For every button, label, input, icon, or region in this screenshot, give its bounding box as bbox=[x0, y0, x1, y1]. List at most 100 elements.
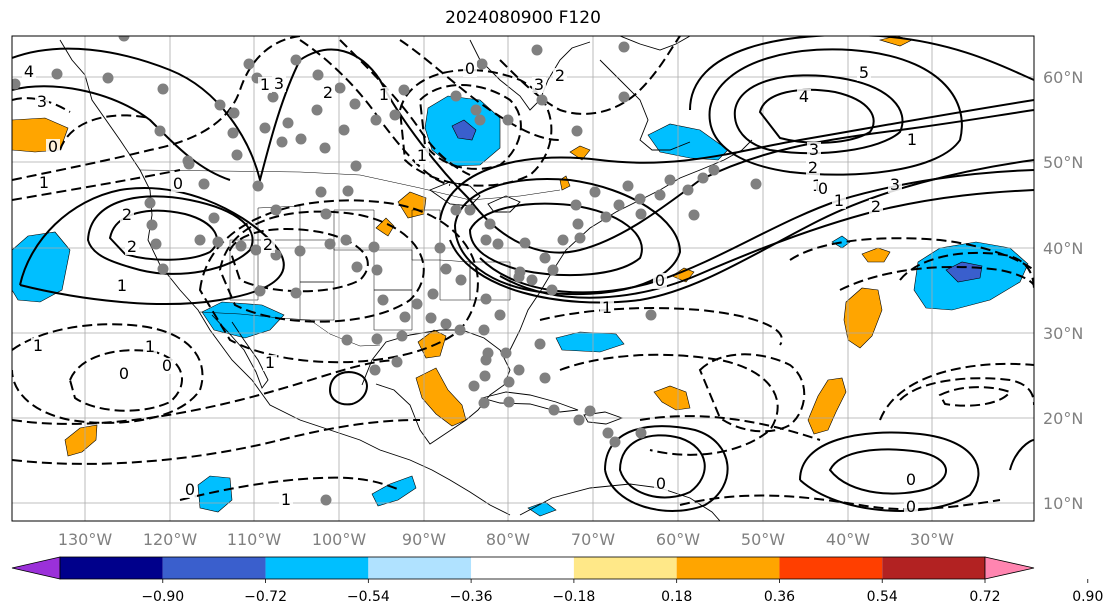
station-marker bbox=[531, 44, 543, 56]
station-marker bbox=[546, 284, 558, 296]
contour-positive bbox=[12, 47, 1034, 254]
station-marker bbox=[311, 104, 323, 116]
latitude-tick-label: 40°N bbox=[1043, 239, 1083, 258]
station-marker bbox=[503, 376, 515, 388]
contour-negative bbox=[12, 169, 181, 201]
station-marker bbox=[227, 127, 239, 139]
colorbar-segment bbox=[882, 557, 985, 579]
contour-positive bbox=[708, 48, 963, 176]
station-marker bbox=[571, 125, 583, 137]
station-marker bbox=[440, 263, 452, 275]
station-marker bbox=[102, 72, 114, 84]
station-marker bbox=[315, 186, 327, 198]
station-marker bbox=[183, 158, 195, 170]
contour-negative bbox=[679, 494, 1001, 511]
station-marker bbox=[342, 185, 354, 197]
coastline-greenland bbox=[619, 36, 691, 51]
station-marker bbox=[479, 370, 491, 382]
station-marker bbox=[349, 98, 361, 110]
station-marker bbox=[144, 197, 156, 209]
contour-negative bbox=[228, 228, 369, 293]
contour-negative bbox=[899, 377, 1034, 406]
coastline-east-north-america bbox=[509, 139, 753, 351]
contour-value-label: 2 bbox=[122, 205, 132, 224]
latitude-tick-label: 30°N bbox=[1043, 324, 1083, 343]
station-marker bbox=[539, 372, 551, 384]
contour-positive bbox=[12, 85, 231, 181]
station-marker bbox=[312, 69, 324, 81]
longitude-tick-label: 130°W bbox=[58, 530, 113, 549]
contour-negative bbox=[398, 69, 553, 187]
station-marker bbox=[118, 36, 130, 42]
contour-positive bbox=[689, 36, 1034, 111]
station-marker bbox=[513, 364, 525, 376]
colorbar-tick-label: −0.90 bbox=[141, 589, 184, 605]
shade-positive-region bbox=[64, 424, 98, 457]
longitude-tick-label: 70°W bbox=[571, 530, 615, 549]
contour-value-label: 0 bbox=[655, 271, 665, 290]
latitude-axis: 60°N 50°N 40°N 30°N 20°N 10°N bbox=[1043, 68, 1083, 513]
station-marker bbox=[492, 238, 504, 250]
longitude-tick-label: 100°W bbox=[312, 530, 367, 549]
shade-negative-region bbox=[555, 331, 625, 353]
colorbar-segment bbox=[573, 557, 677, 579]
station-marker bbox=[370, 114, 382, 126]
contour-value-label: 2 bbox=[323, 83, 333, 102]
station-marker bbox=[411, 298, 423, 310]
station-marker bbox=[398, 84, 410, 96]
colorbar-tick-labels: −0.90 −0.72 −0.54 −0.36 −0.18 0.18 0.36 0.54 0.7… bbox=[141, 579, 1103, 605]
colorbar-segment bbox=[368, 557, 472, 579]
shade-negative-region bbox=[527, 501, 557, 517]
contour-value-label: 3 bbox=[274, 74, 284, 93]
station-marker bbox=[654, 189, 666, 201]
colorbar-segment bbox=[676, 557, 780, 579]
station-marker bbox=[688, 209, 700, 221]
contour-value-label: 1 bbox=[33, 336, 43, 355]
station-marker bbox=[570, 199, 582, 211]
colorbar-segment bbox=[60, 557, 163, 579]
contour-value-label: 1 bbox=[260, 75, 270, 94]
coastline-labrador bbox=[599, 59, 691, 151]
station-marker bbox=[276, 136, 288, 148]
station-marker bbox=[474, 114, 486, 126]
contour-value-label: 1 bbox=[39, 173, 49, 192]
contour-positive bbox=[828, 448, 947, 495]
contour-negative bbox=[938, 386, 1012, 407]
station-marker bbox=[573, 414, 585, 426]
station-marker bbox=[350, 160, 362, 172]
station-marker bbox=[476, 58, 488, 70]
station-marker bbox=[396, 330, 408, 342]
longitude-tick-label: 80°W bbox=[486, 530, 530, 549]
station-marker bbox=[572, 218, 584, 230]
station-marker bbox=[478, 397, 490, 409]
station-marker bbox=[252, 180, 264, 192]
station-marker bbox=[399, 311, 411, 323]
contour-negative bbox=[198, 199, 479, 364]
station-marker bbox=[455, 274, 467, 286]
contour-negative bbox=[179, 476, 401, 501]
contour-value-label: 2 bbox=[555, 66, 565, 85]
station-marker bbox=[146, 219, 158, 231]
colorbar bbox=[11, 556, 1035, 580]
contour-negative bbox=[539, 307, 783, 346]
colorbar-tick-label: −0.54 bbox=[347, 589, 390, 605]
shade-negative-region bbox=[647, 123, 729, 161]
station-marker bbox=[622, 180, 634, 192]
station-marker bbox=[750, 178, 762, 190]
coastline-hudson-bay bbox=[469, 39, 591, 111]
station-marker bbox=[341, 334, 353, 346]
station-marker bbox=[377, 294, 389, 306]
station-marker bbox=[557, 234, 569, 246]
station-marker bbox=[697, 172, 709, 184]
shade-positive-region bbox=[653, 385, 691, 411]
coastline-south-america bbox=[519, 483, 721, 521]
station-marker bbox=[502, 114, 514, 126]
station-marker bbox=[539, 252, 551, 264]
colorbar-tick-label: 0.18 bbox=[661, 589, 692, 605]
station-marker bbox=[503, 396, 515, 408]
station-marker bbox=[214, 99, 226, 111]
contour-value-label: 0 bbox=[906, 497, 916, 516]
contour-value-label: 0 bbox=[818, 179, 828, 198]
shade-positive-region bbox=[861, 247, 891, 263]
